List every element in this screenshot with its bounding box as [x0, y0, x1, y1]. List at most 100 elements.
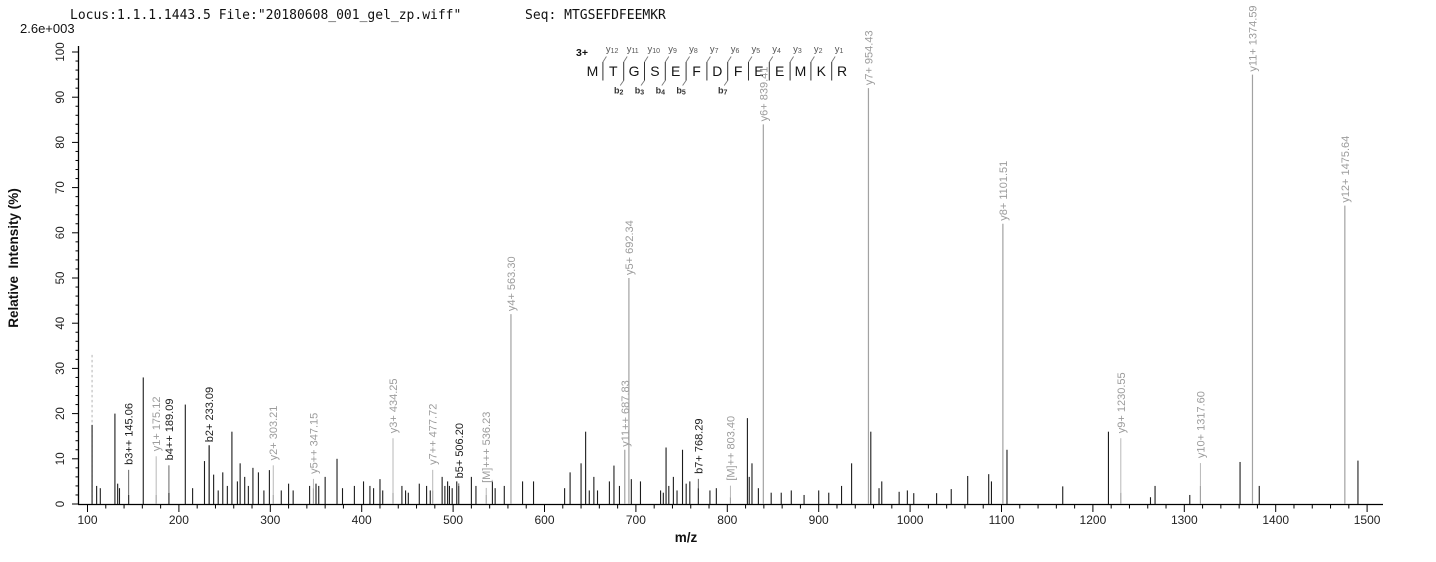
y-ion-tick [768, 56, 774, 63]
y-ion-tick [727, 56, 732, 63]
x-tick-label: 100 [77, 513, 97, 527]
peak-annotation-label: b5+ 506.20 [454, 423, 466, 478]
x-tick-label: 1200 [1080, 513, 1107, 527]
peak-annotation-label: b2+ 233.09 [204, 387, 216, 442]
b-ion-tick [619, 80, 625, 86]
residue-letter: S [650, 63, 659, 79]
peak-annotation-label: b3++ 145.06 [124, 403, 136, 465]
residue-letter: F [734, 63, 743, 79]
x-axis-ticks: 100 200 300 400 500 600 700 800 900 1000 1100 1200 1… [77, 504, 1381, 545]
b-ion-tick [682, 80, 687, 86]
locus-file-label: Locus:1.1.1.1443.5 File:"20180608_001_ge… [70, 8, 462, 23]
y-ion-label: y1 [835, 44, 844, 55]
residue-letter: D [712, 63, 722, 79]
y-ion-label: y5 [752, 44, 761, 55]
x-tick-label: 300 [260, 513, 280, 527]
b-ion-tick [661, 80, 666, 86]
b-ion-label: b2 [614, 86, 624, 97]
peak-annotation-label: y12+ 1475.64 [1340, 136, 1352, 203]
y-tick-label: 50 [55, 272, 67, 285]
y-tick-label: 60 [55, 226, 67, 239]
y-tick-label: 70 [55, 181, 67, 194]
axes [77, 46, 1383, 506]
peak-annotation-label: [M]++ 803.40 [725, 416, 737, 481]
peak-annotation-label: y10+ 1317.60 [1195, 391, 1207, 458]
peak-annotation-label: y11+ 1374.59 [1247, 5, 1259, 71]
y-ion-tick [810, 56, 815, 63]
b-ion-label: b4 [656, 86, 666, 97]
peak-annotation-label: y5+ 692.34 [624, 220, 636, 275]
y-ion-label: y7 [710, 44, 719, 55]
x-tick-label: 200 [169, 513, 189, 527]
y-ion-label: y4 [772, 44, 781, 55]
residue-letter: K [817, 63, 827, 79]
sequence-label: Seq: MTGSEFDFEEMKR [525, 8, 666, 23]
y-ion-label: y10 [648, 44, 661, 55]
y-ion-tick [748, 56, 753, 63]
b-ion-label: b7 [718, 86, 728, 97]
y-tick-label: 10 [55, 452, 67, 465]
y-ion-label: y12 [606, 44, 619, 55]
b-ion-tick [723, 80, 729, 86]
residue-letter: G [629, 63, 640, 79]
x-tick-label: 600 [534, 513, 554, 527]
y-tick-label: 30 [55, 362, 67, 375]
peak-annotation-label: y7+ 954.43 [863, 30, 875, 85]
y-ion-tick [644, 56, 649, 63]
x-tick-label: 400 [352, 513, 372, 527]
peak-annotation-label: y11++ 687.83 [620, 380, 632, 446]
y-tick-label: 0 [55, 501, 67, 507]
peak-annotation-label: b7+ 768.29 [693, 419, 705, 474]
y-ion-tick [664, 56, 670, 63]
x-tick-label: 800 [717, 513, 737, 527]
y-ion-label: y8 [689, 44, 698, 55]
y-axis-ticks: 0 10 20 30 40 50 60 70 80 90 100 Relative Intensity… [6, 42, 79, 507]
residue-letter: M [795, 63, 807, 79]
y-ion-tick [831, 56, 836, 63]
annotated-peaks: b3++ 145.06 y1+ 175.12 b4++ 189.09 b2+ 233.… [124, 5, 1352, 504]
y-tick-label: 100 [55, 42, 67, 61]
max-intensity-label: 2.6e+003 [20, 21, 75, 36]
y-tick-label: 40 [55, 317, 67, 330]
x-tick-label: 1100 [989, 513, 1015, 527]
residue-letter: F [692, 63, 701, 79]
peak-annotation-label: b4++ 189.09 [164, 399, 176, 461]
y-tick-label: 20 [55, 407, 67, 420]
x-tick-label: 1300 [1171, 513, 1198, 527]
y-tick-label: 80 [55, 136, 67, 149]
y-axis-title: Relative Intensity (%) [6, 188, 21, 328]
y-ion-tick [623, 56, 628, 63]
b-ion-label: b5 [676, 86, 686, 97]
y-ion-tick [789, 56, 794, 63]
peak-annotation-label: y1+ 175.12 [151, 397, 163, 452]
y-ion-label: y9 [668, 44, 677, 55]
b-ion-label: b3 [635, 86, 645, 97]
residue-letter: E [775, 63, 784, 79]
x-tick-label: 1400 [1262, 513, 1289, 527]
peak-annotation-label: y5++ 347.15 [308, 413, 320, 474]
peak-annotation-label: y6+ 839.41 [758, 67, 770, 122]
residue-letter: E [671, 63, 680, 79]
x-tick-label: 700 [626, 513, 646, 527]
peak-annotation-label: y8+ 1101.51 [998, 161, 1010, 221]
charge-label: 3+ [576, 47, 588, 59]
y-ion-tick [706, 56, 711, 63]
residue-letter: M [587, 63, 599, 79]
x-tick-label: 1500 [1354, 513, 1381, 527]
y-ion-label: y2 [814, 44, 823, 55]
x-tick-label: 500 [443, 513, 463, 527]
peak-annotation-label: [M]+++ 536.23 [481, 412, 493, 483]
peak-annotation-label: y3+ 434.25 [388, 378, 400, 433]
x-tick-label: 900 [809, 513, 829, 527]
y-ion-tick [602, 56, 607, 63]
y-tick-label: 90 [55, 91, 67, 104]
b-ion-tick [640, 80, 645, 86]
y-ion-label: y6 [731, 44, 740, 55]
y-ion-tick [685, 56, 690, 63]
residue-letter: E [754, 63, 763, 79]
residue-letter: R [837, 63, 847, 79]
y-ion-label: y3 [793, 44, 802, 55]
